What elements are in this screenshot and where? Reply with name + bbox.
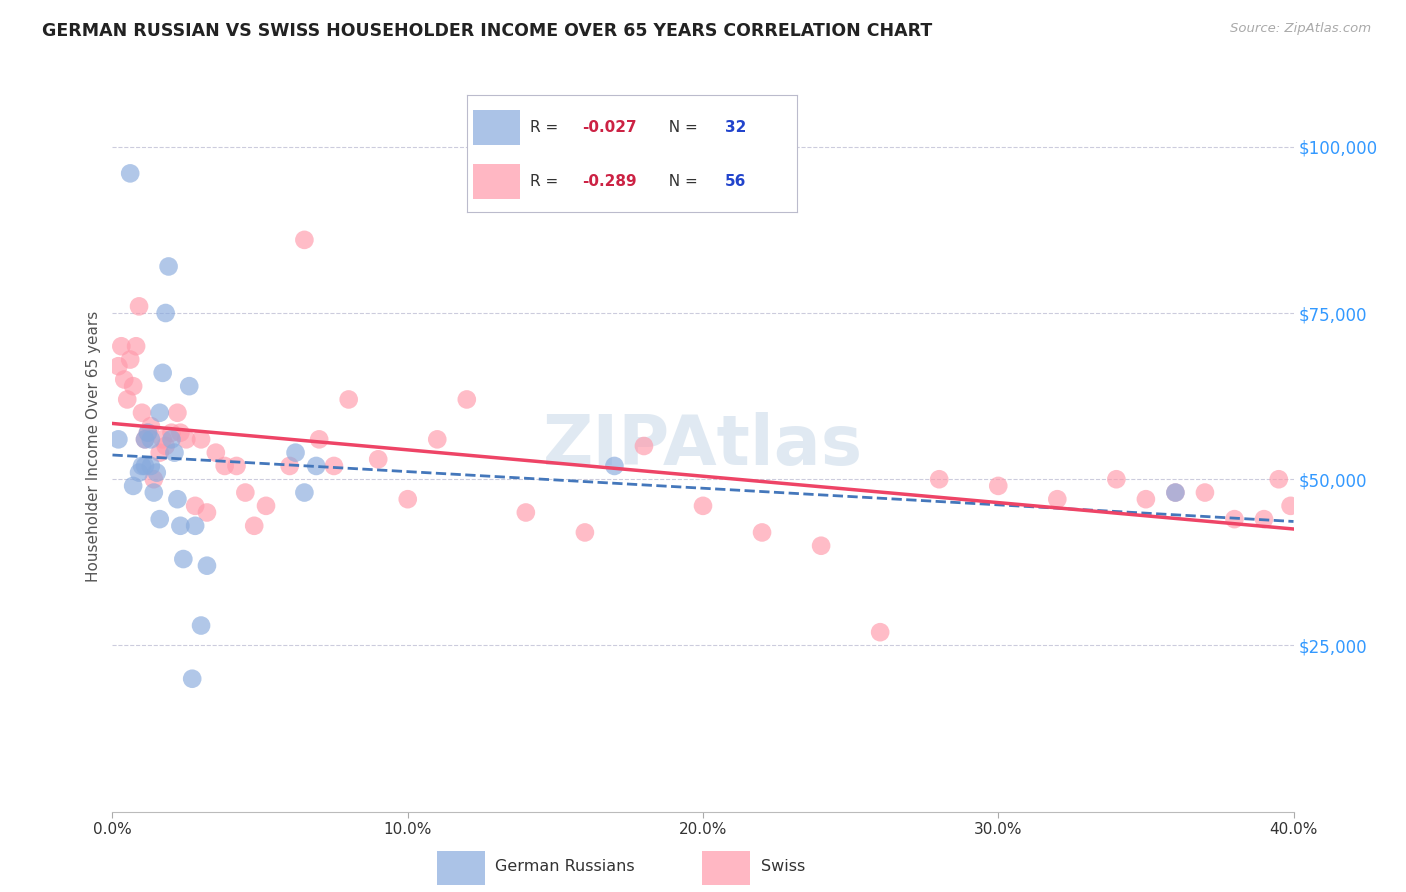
- Point: [166, 492, 188, 507]
- Point: [225, 458, 247, 473]
- Point: [142, 472, 165, 486]
- Text: ZIPAtlas: ZIPAtlas: [543, 412, 863, 480]
- Point: [184, 499, 207, 513]
- Point: [166, 406, 188, 420]
- Point: [323, 458, 346, 473]
- Point: [152, 366, 174, 380]
- Point: [243, 518, 266, 533]
- Point: [172, 552, 194, 566]
- Point: [337, 392, 360, 407]
- Point: [574, 525, 596, 540]
- Point: [292, 233, 315, 247]
- Point: [254, 499, 277, 513]
- Text: GERMAN RUSSIAN VS SWISS HOUSEHOLDER INCOME OVER 65 YEARS CORRELATION CHART: GERMAN RUSSIAN VS SWISS HOUSEHOLDER INCO…: [42, 22, 932, 40]
- Point: [1253, 512, 1275, 526]
- Point: [305, 458, 328, 473]
- Point: [1164, 485, 1187, 500]
- Point: [987, 479, 1010, 493]
- Point: [155, 439, 177, 453]
- Point: [869, 625, 891, 640]
- Point: [134, 433, 156, 447]
- Point: [122, 479, 145, 493]
- Point: [157, 260, 180, 274]
- Point: [117, 392, 138, 407]
- Point: [139, 419, 162, 434]
- Point: [112, 372, 135, 386]
- Point: [152, 433, 174, 447]
- Point: [149, 445, 172, 459]
- Point: [1164, 485, 1187, 500]
- Point: [125, 339, 148, 353]
- Point: [1268, 472, 1291, 486]
- Point: [136, 425, 159, 440]
- Point: [110, 339, 132, 353]
- Point: [205, 445, 228, 459]
- Point: [128, 466, 150, 480]
- Point: [107, 359, 129, 374]
- Point: [136, 425, 159, 440]
- Point: [456, 392, 478, 407]
- Point: [308, 433, 330, 447]
- Point: [146, 466, 169, 480]
- Point: [692, 499, 714, 513]
- Point: [179, 379, 201, 393]
- Point: [160, 433, 183, 447]
- Point: [142, 485, 165, 500]
- Point: [122, 379, 145, 393]
- Point: [190, 618, 212, 632]
- Point: [155, 306, 177, 320]
- Point: [603, 458, 626, 473]
- Point: [233, 485, 256, 500]
- Point: [128, 299, 150, 313]
- Point: [107, 433, 129, 447]
- Point: [195, 506, 218, 520]
- Point: [195, 558, 218, 573]
- Point: [1046, 492, 1069, 507]
- Text: Source: ZipAtlas.com: Source: ZipAtlas.com: [1230, 22, 1371, 36]
- Point: [1194, 485, 1216, 500]
- Point: [190, 433, 212, 447]
- Point: [633, 439, 655, 453]
- Point: [149, 406, 172, 420]
- Point: [169, 425, 191, 440]
- Point: [1279, 499, 1302, 513]
- Point: [131, 458, 153, 473]
- Point: [396, 492, 419, 507]
- Point: [174, 433, 197, 447]
- Point: [149, 512, 172, 526]
- Point: [120, 352, 142, 367]
- Point: [139, 458, 162, 473]
- Point: [515, 506, 537, 520]
- Point: [426, 433, 449, 447]
- Point: [278, 458, 301, 473]
- Point: [181, 672, 204, 686]
- Point: [367, 452, 389, 467]
- Y-axis label: Householder Income Over 65 years: Householder Income Over 65 years: [86, 310, 101, 582]
- Point: [1105, 472, 1128, 486]
- Point: [160, 425, 183, 440]
- Point: [131, 406, 153, 420]
- Point: [184, 518, 207, 533]
- Point: [134, 433, 156, 447]
- Point: [120, 166, 142, 180]
- Point: [810, 539, 832, 553]
- Point: [284, 445, 307, 459]
- Point: [163, 445, 186, 459]
- Point: [1223, 512, 1246, 526]
- Point: [1135, 492, 1157, 507]
- Point: [139, 433, 162, 447]
- Point: [214, 458, 236, 473]
- Point: [751, 525, 773, 540]
- Point: [169, 518, 191, 533]
- Point: [134, 458, 156, 473]
- Point: [928, 472, 950, 486]
- Point: [292, 485, 315, 500]
